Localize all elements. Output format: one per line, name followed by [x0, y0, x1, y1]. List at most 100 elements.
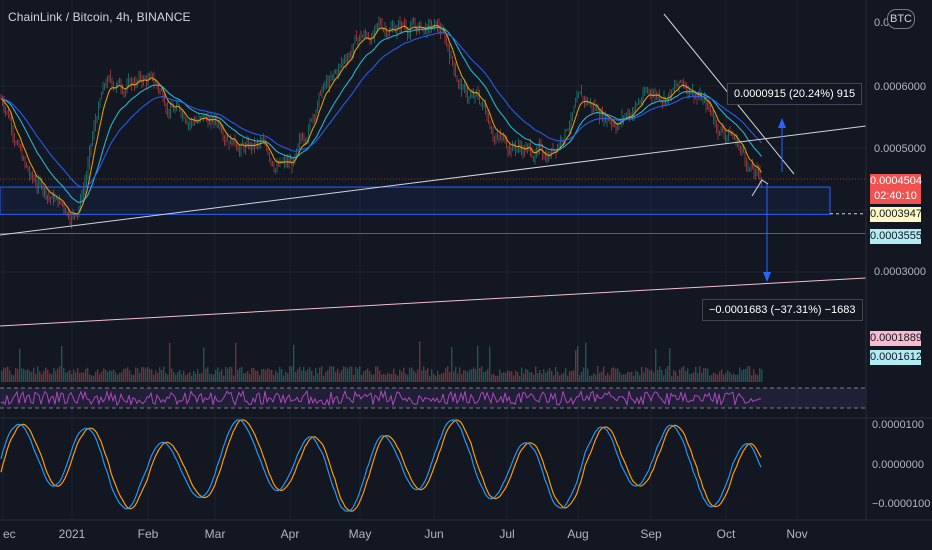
- volume-bar: [233, 375, 235, 382]
- volume-bar: [723, 374, 725, 382]
- volume-bar: [27, 369, 29, 382]
- volume-bar: [215, 370, 217, 382]
- volume-bar: [5, 367, 7, 382]
- volume-bar: [329, 366, 331, 382]
- volume-bar: [423, 366, 425, 382]
- volume-bar: [567, 375, 569, 382]
- volume-bar: [69, 369, 71, 382]
- projection-mark: [751, 179, 769, 197]
- volume-bar: [325, 371, 327, 382]
- volume-bar: [351, 366, 353, 382]
- volume-bar: [615, 368, 617, 382]
- volume-bar: [265, 369, 267, 382]
- volume-bar: [207, 367, 209, 382]
- currency-badge[interactable]: BTC: [887, 9, 915, 29]
- volume-bar: [659, 366, 661, 382]
- volume-bar: [231, 367, 233, 382]
- volume-bar: [305, 371, 307, 382]
- volume-bar: [751, 375, 753, 382]
- volume-bar: [263, 368, 265, 382]
- volume-bar: [397, 375, 399, 382]
- volume-bar: [35, 373, 37, 382]
- volume-bar: [631, 371, 633, 382]
- volume-bar: [375, 366, 377, 382]
- volume-bar: [513, 375, 515, 382]
- volume-bar: [157, 372, 159, 382]
- volume-bar: [125, 368, 127, 382]
- price-scale[interactable]: 0.0 0.0006000 0.0005000 0.0003000 0.0000100 0…: [865, 0, 930, 520]
- volume-bar: [187, 373, 189, 382]
- volume-bar: [291, 366, 293, 382]
- volume-bar: [347, 368, 349, 382]
- volume-bar: [403, 367, 405, 382]
- volume-bar: [43, 370, 45, 382]
- volume-bar: [725, 372, 727, 382]
- volume-bar: [597, 366, 599, 382]
- volume-bar: [341, 370, 343, 382]
- volume-bar: [437, 370, 439, 382]
- time-tick-label: May: [349, 527, 372, 541]
- time-axis[interactable]: ec 2021 Feb Mar Apr May Jun Jul Aug Sep Oct Nov: [0, 519, 932, 541]
- volume-bar: [371, 374, 373, 382]
- volume-bar: [163, 366, 165, 382]
- volume-bar: [81, 372, 83, 382]
- volume-bar: [579, 375, 581, 382]
- volume-bar: [1, 370, 3, 382]
- volume-bar: [381, 374, 383, 382]
- volume-bar: [199, 373, 201, 382]
- volume-bar: [273, 374, 275, 382]
- volume-bar: [15, 368, 17, 382]
- volume-bar: [301, 370, 303, 382]
- volume-bar: [313, 375, 315, 382]
- volume-bar: [297, 368, 299, 382]
- volume-bar: [507, 370, 509, 382]
- volume-bar: [461, 374, 463, 382]
- volume-bar: [355, 366, 357, 382]
- volume-bar: [189, 371, 191, 382]
- volume-bar: [89, 374, 91, 382]
- volume-bar: [363, 371, 365, 382]
- volume-bar: [303, 366, 305, 382]
- volume-bar: [31, 372, 33, 382]
- volume-bar: [639, 375, 641, 382]
- level-tag-pink: 0.0001889: [870, 331, 922, 346]
- volume-bar: [107, 371, 109, 382]
- volume-bar: [557, 371, 559, 382]
- up-measure-arrow: [778, 118, 786, 128]
- volume-bar: [25, 370, 27, 382]
- volume-bar: [453, 371, 455, 382]
- volume-bar: [217, 367, 219, 382]
- volume-bar: [741, 370, 743, 382]
- price-candles: [0, 16, 762, 229]
- volume-bar: [697, 373, 699, 382]
- volume-bar: [675, 371, 677, 382]
- volume-bar: [655, 348, 657, 382]
- volume-bar: [745, 368, 747, 382]
- volume-bar: [547, 370, 549, 382]
- volume-bar: [445, 368, 447, 382]
- volume-bar: [613, 367, 615, 382]
- volume-bar: [497, 375, 499, 382]
- level-tag-cyan: 0.0001612: [870, 350, 922, 365]
- volume-bar: [137, 368, 139, 382]
- time-tick-label: Apr: [281, 527, 300, 541]
- volume-bar: [173, 372, 175, 382]
- volume-bar: [317, 373, 319, 382]
- volume-bar: [315, 367, 317, 382]
- price-tick-label: 0.0: [874, 17, 889, 29]
- volume-bar: [447, 366, 449, 382]
- volume-bar: [143, 367, 145, 382]
- volume-bar: [135, 367, 137, 382]
- volume-bar: [117, 374, 119, 382]
- volume-bar: [287, 373, 289, 382]
- volume-bar: [153, 374, 155, 382]
- volume-bar: [17, 368, 19, 382]
- volume-bar: [115, 372, 117, 382]
- volume-bar: [159, 367, 161, 382]
- volume-bar: [685, 371, 687, 382]
- volume-bar: [203, 347, 205, 382]
- symbol-title[interactable]: ChainLink / Bitcoin, 4h, BINANCE: [8, 10, 191, 24]
- rsi-pane: [0, 387, 866, 409]
- volume-bar: [241, 366, 243, 382]
- volume-bar: [485, 371, 487, 382]
